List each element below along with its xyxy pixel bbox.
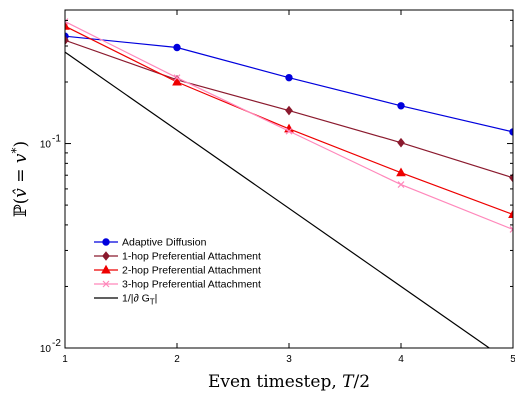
legend-marker [102, 251, 110, 261]
x-tick-label: 3 [286, 354, 292, 365]
y-axis-title: ℙ(v̂ = v*) [9, 141, 31, 217]
data-point [172, 76, 182, 86]
legend-entry: 1/|∂ GT| [94, 293, 157, 307]
x-axis-title-var: T [342, 372, 355, 392]
x-tick-label: 5 [510, 354, 515, 365]
data-point [65, 35, 69, 46]
y-axis-title-part: ) [11, 141, 31, 148]
legend-marker [102, 280, 110, 288]
legend-label: 3-hop Preferential Attachment [122, 279, 261, 291]
legend-marker [101, 264, 111, 274]
y-axis: 10-210-1 [40, 19, 513, 355]
legend: Adaptive Diffusion 1-hop Preferential Att… [88, 231, 302, 307]
legend-label: 2-hop Preferential Attachment [122, 265, 261, 277]
data-point [397, 137, 405, 148]
legend-entry: 3-hop Preferential Attachment [94, 279, 261, 291]
data-point [285, 105, 293, 116]
legend-label: 1/|∂ GT| [122, 293, 157, 307]
y-axis-title-var: v̂ [11, 188, 31, 198]
y-axis-title-var: v [11, 153, 31, 163]
legend-entry: 1-hop Preferential Attachment [94, 251, 261, 263]
data-point [65, 18, 69, 25]
y-axis-title-sup: * [9, 147, 23, 153]
data-point [173, 43, 181, 52]
y-axis-title-part: = [11, 163, 31, 188]
series-5 [65, 51, 491, 348]
data-point [509, 172, 513, 183]
legend-marker [102, 238, 110, 246]
legend-entry: 2-hop Preferential Attachment [94, 265, 261, 277]
series-line [65, 51, 491, 348]
x-axis: 1 2 3 4 5 [62, 10, 515, 365]
y-tick-exponent: -2 [52, 338, 61, 349]
y-tick-label: 10 [40, 140, 52, 151]
y-tick-label: 10 [40, 344, 52, 355]
x-tick-label: 4 [398, 354, 404, 365]
series-layer [65, 18, 513, 348]
data-point [397, 102, 405, 110]
x-axis-title: Even timestep, T/2 [208, 372, 370, 392]
series-1 [65, 32, 513, 136]
data-point [173, 74, 181, 82]
legend-label: 1-hop Preferential Attachment [122, 251, 261, 263]
legend-entry: Adaptive Diffusion [94, 237, 207, 249]
data-point [509, 226, 513, 233]
x-axis-title-part: /2 [353, 372, 370, 392]
plot-area [65, 18, 513, 348]
legend-label: Adaptive Diffusion [122, 237, 207, 249]
x-tick-label: 1 [62, 354, 68, 365]
data-point [508, 209, 513, 218]
data-point [285, 73, 293, 82]
x-axis-title-part: Even timestep, [208, 372, 342, 392]
data-point [396, 167, 406, 177]
x-tick-label: 2 [174, 354, 180, 365]
legend-box [88, 231, 302, 307]
data-point [397, 181, 405, 188]
y-tick-exponent: -1 [52, 134, 61, 145]
series-4 [65, 18, 513, 233]
data-point [285, 127, 293, 135]
data-point [65, 20, 70, 30]
y-axis-title-part: ℙ( [11, 198, 31, 217]
